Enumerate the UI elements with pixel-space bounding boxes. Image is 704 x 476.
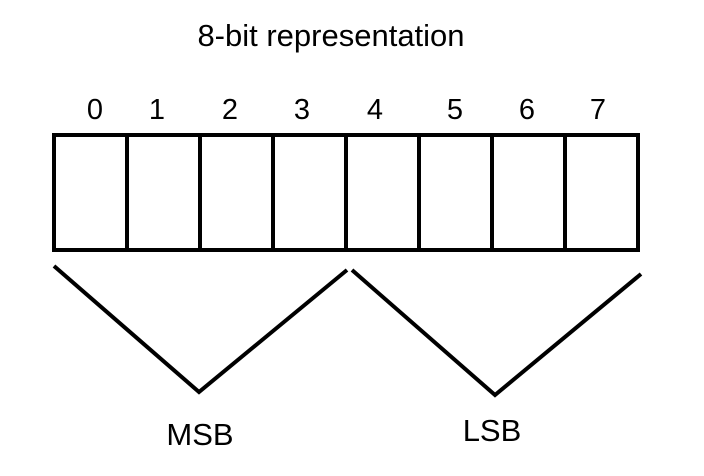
msb-brace xyxy=(52,264,349,395)
bit-cell-0 xyxy=(56,137,129,248)
bit-index-6: 6 xyxy=(518,94,536,126)
bit-index-1: 1 xyxy=(148,94,166,126)
lsb-brace xyxy=(350,268,643,398)
bit-index-0: 0 xyxy=(86,94,104,126)
bit-cell-6 xyxy=(494,137,567,248)
bit-cell-3 xyxy=(275,137,348,248)
diagram-title: 8-bit representation xyxy=(197,18,465,53)
bit-cell-4 xyxy=(348,137,421,248)
bit-index-2: 2 xyxy=(221,94,239,126)
bit-index-4: 4 xyxy=(366,94,384,126)
bit-cell-2 xyxy=(202,137,275,248)
bit-index-7: 7 xyxy=(589,94,607,126)
bit-index-3: 3 xyxy=(293,94,311,126)
msb-label: MSB xyxy=(166,417,234,452)
bit-register xyxy=(52,133,640,252)
bit-index-5: 5 xyxy=(446,94,464,126)
lsb-label: LSB xyxy=(462,413,522,448)
bit-cell-1 xyxy=(129,137,202,248)
bit-cell-5 xyxy=(421,137,494,248)
